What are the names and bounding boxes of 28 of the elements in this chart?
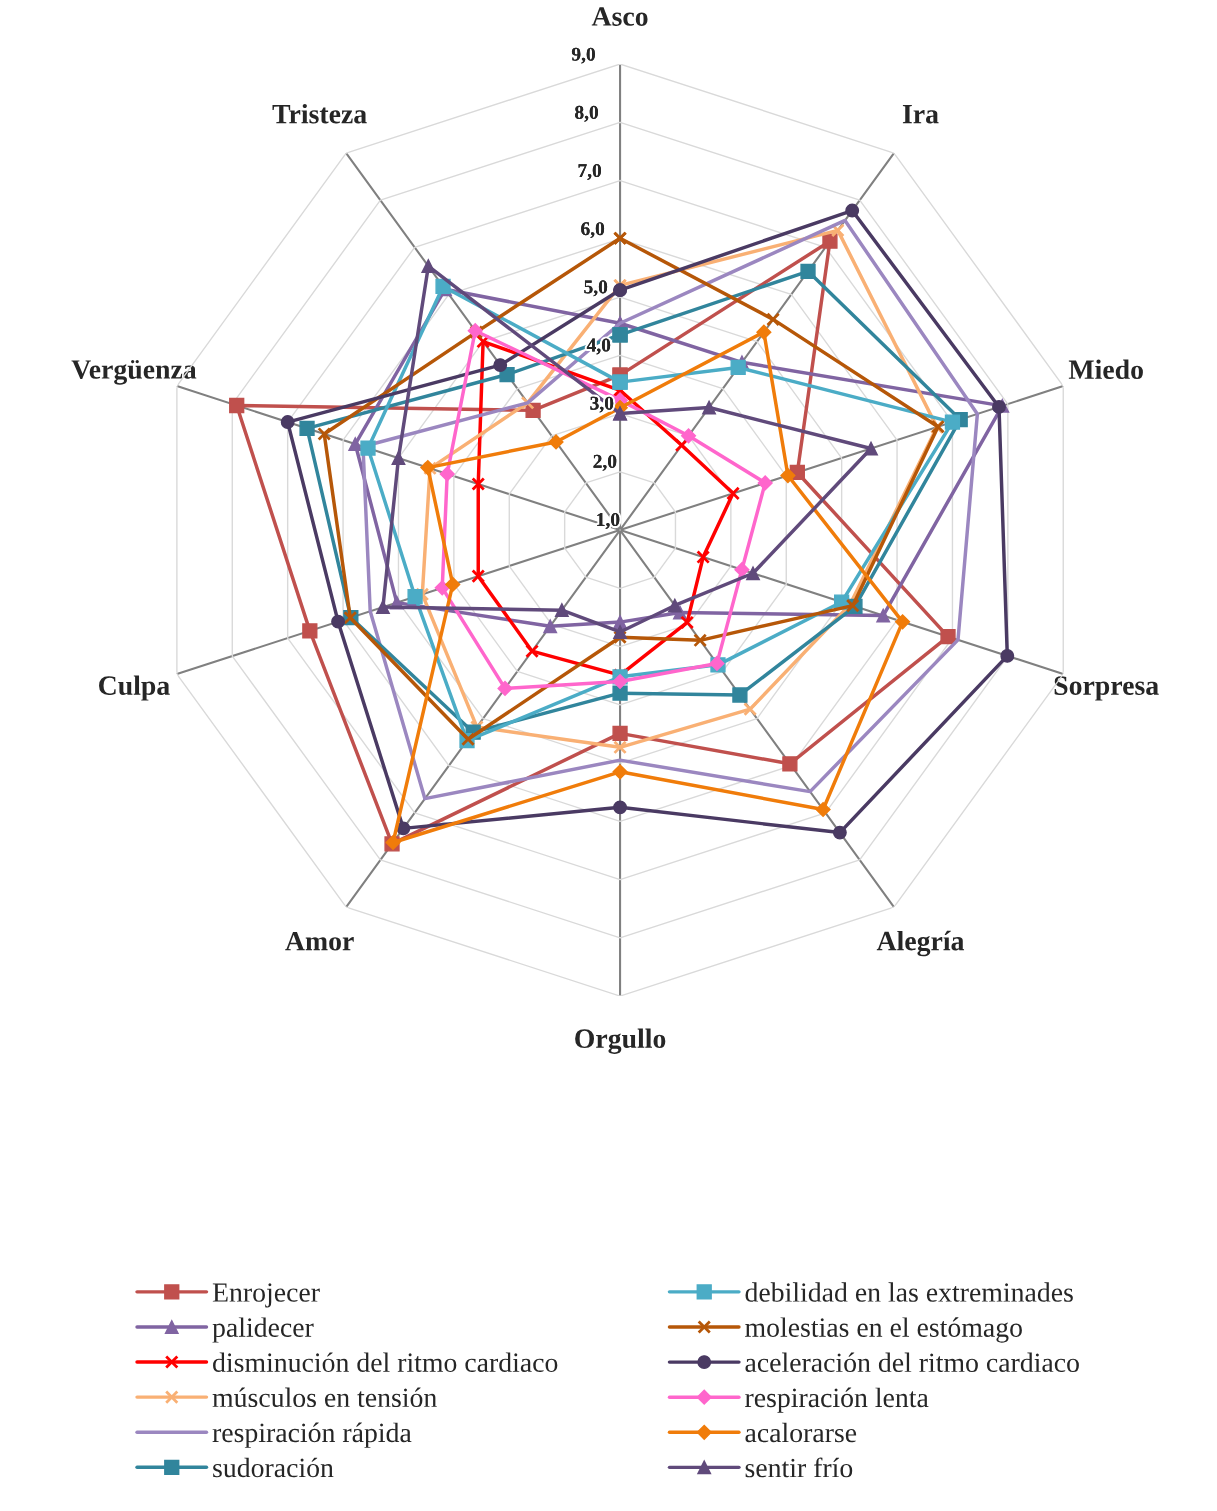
spoke-label: Ira — [902, 105, 939, 124]
legend-label: músculos en tensión — [212, 1387, 437, 1408]
spoke-label: Orgullo — [575, 1028, 666, 1054]
y-tick-label: 2,0 — [593, 454, 617, 471]
legend-label: acalorarse — [745, 1422, 857, 1443]
spoke-label: Asco — [591, 7, 648, 26]
legend-label: disminución del ritmo cardiaco — [213, 1352, 558, 1373]
legend-label: palidecer — [212, 1317, 314, 1343]
spoke-label: Sorpresa — [1054, 676, 1159, 701]
legend-label: respiración lenta — [745, 1387, 929, 1413]
spoke-label: Alegría — [876, 930, 965, 957]
legend-label: Enrojecer — [212, 1283, 320, 1308]
y-tick-label: 9,0 — [571, 47, 595, 64]
spoke-label: Culpa — [99, 675, 170, 701]
legend-label: debilidad en las extreminades — [745, 1282, 1073, 1302]
spoke-label: Miedo — [1068, 359, 1143, 380]
spoke-label: Vergüenza — [71, 359, 197, 385]
legend-label: sudoración — [213, 1457, 334, 1478]
legend-label: sentir frío — [745, 1457, 853, 1478]
spoke-label: Amor — [285, 931, 354, 951]
y-tick-label: 6,0 — [581, 222, 605, 239]
spoke-label: Tristeza — [272, 103, 367, 124]
legend-label: respiración rápida — [212, 1422, 412, 1448]
legend-label: aceleración del ritmo cardiaco — [745, 1352, 1079, 1373]
legend-label: molestias en el estómago — [745, 1317, 1022, 1343]
y-tick-label: 7,0 — [578, 163, 602, 180]
y-tick-label: 8,0 — [575, 105, 598, 122]
y-tick-label: 5,0 — [584, 280, 608, 297]
